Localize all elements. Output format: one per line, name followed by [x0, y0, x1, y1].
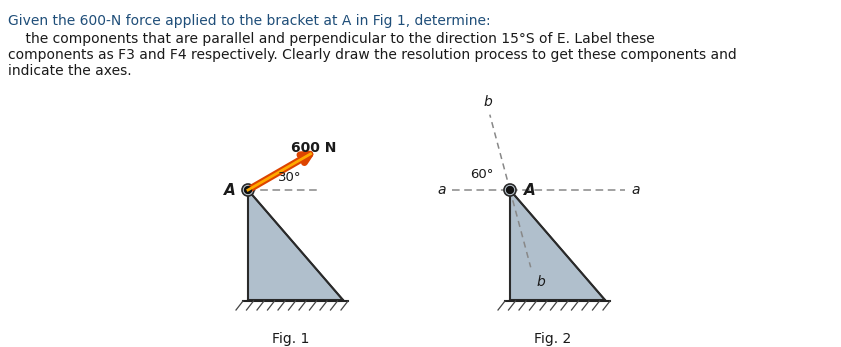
- Text: components as F3 and F4 respectively. Clearly draw the resolution process to get: components as F3 and F4 respectively. Cl…: [8, 48, 737, 62]
- Circle shape: [242, 184, 254, 196]
- Text: a: a: [632, 183, 640, 197]
- Text: the components that are parallel and perpendicular to the direction 15°S of E. L: the components that are parallel and per…: [8, 32, 655, 46]
- Circle shape: [245, 186, 251, 194]
- Circle shape: [504, 184, 516, 196]
- Text: b: b: [537, 275, 546, 289]
- Text: Given the 600-N force applied to the bracket at A in Fig 1, determine:: Given the 600-N force applied to the bra…: [8, 14, 490, 28]
- Text: 60°: 60°: [470, 168, 494, 181]
- Text: indicate the axes.: indicate the axes.: [8, 64, 132, 78]
- Text: Fig. 1: Fig. 1: [272, 332, 309, 346]
- Text: b: b: [484, 95, 492, 109]
- Text: a: a: [438, 183, 447, 197]
- Text: Fig. 2: Fig. 2: [534, 332, 571, 346]
- Polygon shape: [510, 190, 605, 300]
- Circle shape: [506, 186, 514, 194]
- Polygon shape: [248, 190, 343, 300]
- Text: 600 N: 600 N: [291, 141, 336, 155]
- Text: A: A: [524, 183, 536, 197]
- Text: 30°: 30°: [278, 171, 302, 184]
- Text: A: A: [224, 183, 235, 197]
